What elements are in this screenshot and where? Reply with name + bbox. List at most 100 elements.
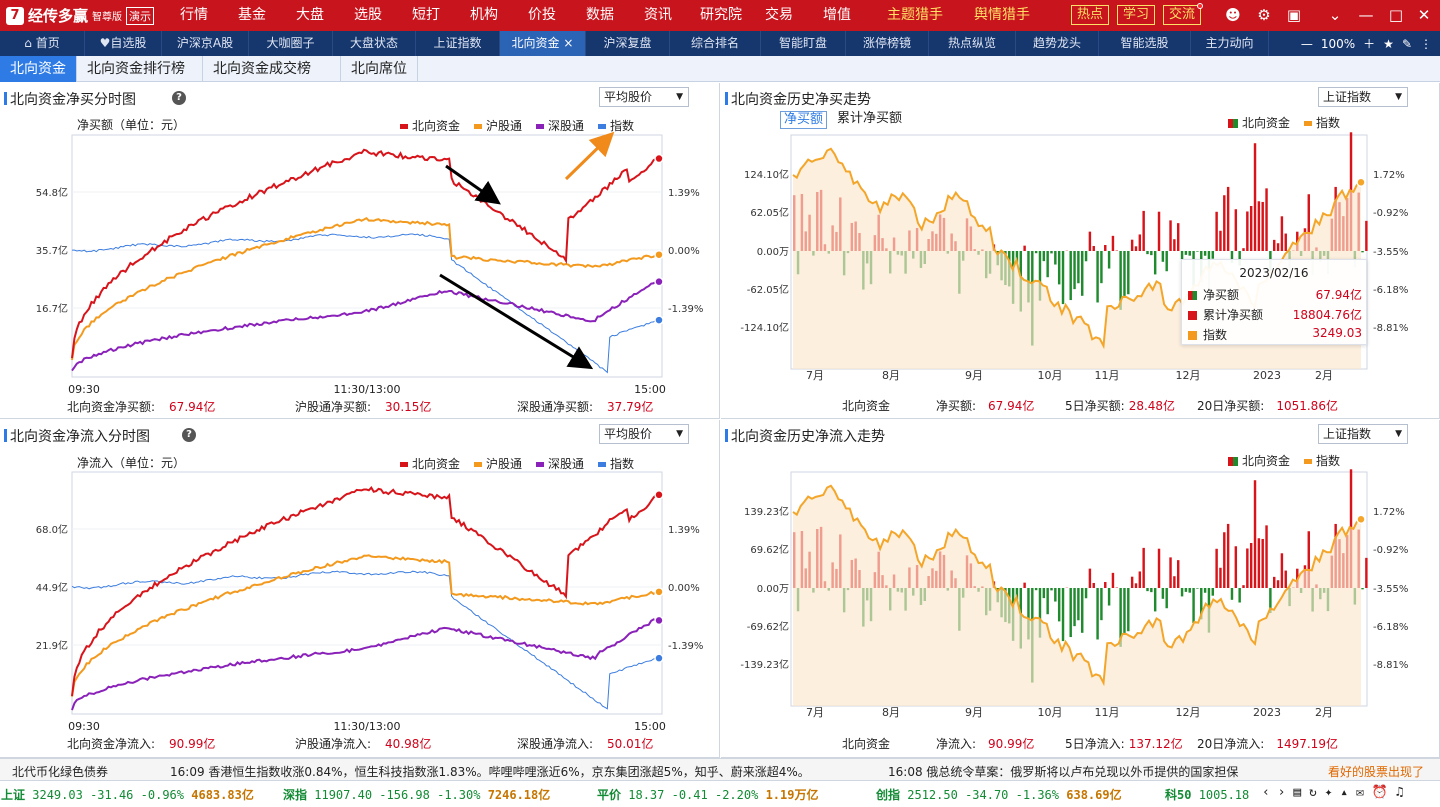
bar-positive[interactable] (1234, 209, 1238, 251)
bar-negative[interactable] (1203, 251, 1207, 256)
bar-negative[interactable] (1081, 251, 1084, 296)
bar-negative[interactable] (1069, 251, 1072, 301)
bar-negative[interactable] (1100, 251, 1103, 284)
legend-index[interactable]: 指数 (1304, 114, 1340, 131)
bar-positive[interactable] (1234, 546, 1238, 588)
tab-0[interactable]: ⌂ 首页 (0, 31, 85, 56)
index-select[interactable]: 上证指数 ▼ (1318, 87, 1408, 107)
bar-positive[interactable] (1134, 583, 1138, 588)
bar-negative[interactable] (1230, 588, 1234, 600)
series-hu-line[interactable] (71, 216, 657, 361)
bar-negative[interactable] (1084, 251, 1088, 262)
end-dot-index[interactable] (654, 653, 664, 663)
menu-item-3[interactable]: 选股 (354, 7, 382, 23)
subtab-1[interactable]: 北向资金排行榜 (77, 56, 203, 82)
bar-negative[interactable] (1107, 588, 1111, 606)
bar-positive[interactable] (1134, 246, 1138, 251)
zoom-in-icon[interactable]: ＋ (1363, 37, 1376, 51)
bar-negative[interactable] (1119, 251, 1122, 310)
bar-positive[interactable] (1173, 239, 1176, 251)
bar-positive[interactable] (1092, 582, 1095, 588)
bar-negative[interactable] (1054, 251, 1057, 265)
bar-negative[interactable] (1150, 251, 1153, 256)
end-dot-index[interactable] (654, 315, 664, 325)
bar-positive[interactable] (1307, 194, 1310, 251)
bar-positive[interactable] (1142, 547, 1145, 588)
maximize-icon[interactable]: □ (1388, 6, 1404, 24)
refresh-icon[interactable]: ↻ (1308, 785, 1317, 800)
chat-button[interactable]: 交流 (1163, 3, 1204, 25)
bar-positive[interactable] (1092, 245, 1095, 251)
bar-positive[interactable] (1365, 557, 1368, 588)
bar-negative[interactable] (1073, 251, 1076, 290)
bar-positive[interactable] (1249, 543, 1253, 588)
bar-positive[interactable] (1249, 206, 1253, 251)
ticker-sh[interactable]: 上证 3249.03 -31.46 -0.96% 4683.83亿 (1, 786, 254, 803)
series-north-line[interactable] (71, 486, 657, 697)
bar-negative[interactable] (1054, 588, 1057, 602)
end-dot-hu[interactable] (654, 249, 664, 260)
bar-negative[interactable] (1107, 251, 1111, 269)
bar-positive[interactable] (1104, 244, 1107, 251)
bar-positive[interactable] (1023, 245, 1026, 251)
bar-negative[interactable] (1077, 588, 1080, 621)
close-tab-icon[interactable]: × (559, 36, 574, 50)
bar-positive[interactable] (1169, 220, 1172, 251)
tab-14[interactable]: 主力动向 (1191, 31, 1269, 56)
promo-link[interactable]: 看好的股票出现了 (1328, 765, 1425, 779)
bar-negative[interactable] (1057, 588, 1061, 622)
menu-item-4[interactable]: 短打 (412, 7, 440, 23)
bar-positive[interactable] (1111, 572, 1115, 588)
bar-negative[interactable] (1015, 588, 1019, 600)
calc-icon[interactable]: ▤ (1293, 785, 1302, 800)
end-dot-index[interactable] (1356, 177, 1366, 188)
series-shen-line[interactable] (71, 618, 657, 711)
bar-negative[interactable] (1084, 588, 1088, 599)
tab-6[interactable]: 北向资金 × (500, 31, 586, 56)
bar-positive[interactable] (1242, 585, 1245, 588)
tab-1[interactable]: ♥自选股 (85, 31, 162, 56)
bar-positive[interactable] (1276, 243, 1280, 251)
bar-negative[interactable] (1196, 251, 1199, 252)
legend-shen[interactable]: 深股通 (536, 455, 584, 472)
bar-positive[interactable] (1157, 211, 1161, 251)
help-icon[interactable]: ? (182, 428, 196, 442)
legend-index[interactable]: 指数 (1304, 452, 1340, 469)
series-shen-line[interactable] (71, 280, 657, 372)
intraday-chart-1[interactable]: 54.8亿 35.7亿 16.7亿 1.39% 0.00% -1.39% 09:30 11:3… (0, 83, 720, 419)
legend-shen[interactable]: 深股通 (536, 117, 584, 134)
series-north-line[interactable] (71, 148, 657, 359)
tab-13[interactable]: 智能选股 (1099, 31, 1191, 56)
series-index-line[interactable] (71, 233, 657, 374)
bar-negative[interactable] (1165, 588, 1168, 609)
bar-negative[interactable] (1146, 588, 1149, 592)
bar-positive[interactable] (1280, 553, 1284, 588)
bar-negative[interactable] (1211, 588, 1214, 596)
bar-positive[interactable] (1088, 231, 1092, 251)
bar-positive[interactable] (1284, 233, 1287, 251)
history-chart-1[interactable]: 124.10亿 62.05亿 0.00万 -62.05亿 -124.10亿 1.72% -0… (721, 83, 1440, 419)
bar-positive[interactable] (1261, 538, 1264, 588)
tab-10[interactable]: 涨停榜镜 (846, 31, 929, 56)
tab-4[interactable]: 大盘状态 (333, 31, 416, 56)
tab-2[interactable]: 沪深京A股 (162, 31, 249, 56)
news-item[interactable]: 16:09 香港恒生指数收涨0.84%，恒生科技指数涨1.83%。哔哩哔哩涨近6… (170, 765, 810, 779)
legend-north[interactable]: 北向资金 (400, 455, 460, 472)
bar-negative[interactable] (1230, 251, 1234, 263)
bar-negative[interactable] (1146, 251, 1149, 255)
bar-negative[interactable] (1188, 588, 1191, 593)
bar-negative[interactable] (1034, 251, 1038, 254)
bar-positive[interactable] (1111, 235, 1115, 251)
bar-negative[interactable] (1061, 251, 1065, 305)
legend-index[interactable]: 指数 (598, 117, 634, 134)
bar-negative[interactable] (1153, 588, 1157, 612)
bar-negative[interactable] (1123, 588, 1126, 633)
tab-5[interactable]: 上证指数 (416, 31, 500, 56)
bar-positive[interactable] (1273, 576, 1276, 588)
bar-positive[interactable] (1226, 523, 1230, 588)
menu-item-8[interactable]: 资讯 (644, 7, 672, 23)
legend-north[interactable]: 北向资金 (1228, 452, 1290, 469)
ticker-cy[interactable]: 创指 2512.50 -34.70 -1.36% 638.69亿 (876, 786, 1122, 803)
menu-item-6[interactable]: 价投 (528, 7, 556, 23)
bar-positive[interactable] (1130, 239, 1134, 251)
